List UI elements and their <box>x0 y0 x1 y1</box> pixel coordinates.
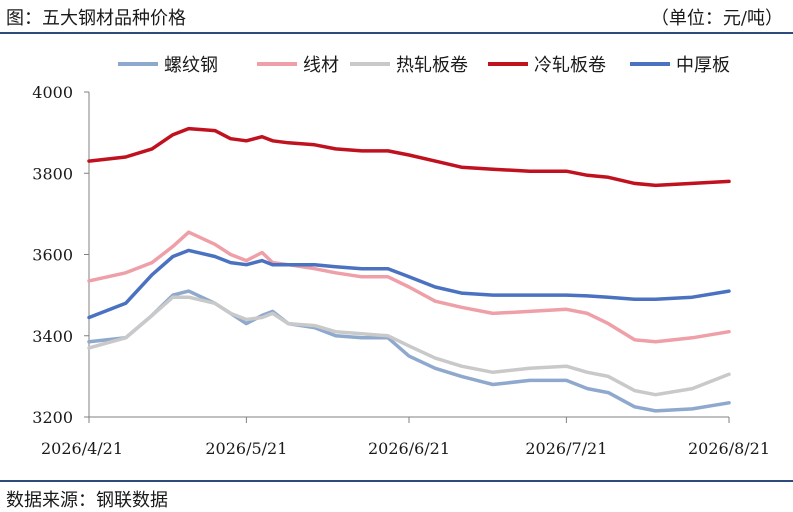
legend-label: 冷轧板卷 <box>534 55 606 76</box>
chart-header: 图：五大钢材品种价格 （单位：元/吨） <box>0 0 793 34</box>
chart-title: 图：五大钢材品种价格 <box>6 8 186 29</box>
y-tick-label: 3800 <box>32 164 73 183</box>
x-tick-label: 2026/5/21 <box>205 439 287 458</box>
y-tick-label: 3400 <box>32 327 73 346</box>
legend-label: 线材 <box>303 55 339 76</box>
x-tick-label: 2026/7/21 <box>525 439 607 458</box>
series-line-热轧板卷 <box>87 295 731 397</box>
series-line-冷轧板卷 <box>87 126 731 188</box>
chart-lines <box>87 126 731 413</box>
x-tick-label: 2026/8/21 <box>688 439 770 458</box>
x-tick-label: 2026/4/21 <box>41 439 123 458</box>
series-line-中厚板 <box>87 248 731 320</box>
legend-label: 中厚板 <box>676 55 730 76</box>
series-line-螺纹钢 <box>87 289 731 413</box>
legend-label: 热轧板卷 <box>396 55 468 76</box>
chart-legend: 螺纹钢 线材 热轧板卷 冷轧板卷 中厚板 <box>118 55 730 76</box>
y-tick-label: 3200 <box>32 408 73 427</box>
y-tick-label: 3600 <box>32 246 73 265</box>
unit-label: （单位：元/吨） <box>650 8 783 29</box>
series-line-线材 <box>87 230 731 344</box>
chart-footer: 数据来源：钢联数据 <box>0 480 793 511</box>
price-line-chart: 螺纹钢 线材 热轧板卷 冷轧板卷 中厚板 3200 3400 3600 3800 4000 202… <box>32 55 770 458</box>
x-tick-label: 2026/6/21 <box>368 439 450 458</box>
legend-label: 螺纹钢 <box>164 55 218 76</box>
data-source: 数据来源：钢联数据 <box>6 490 168 511</box>
y-tick-label: 4000 <box>32 83 73 102</box>
chart-axes: 3200 3400 3600 3800 4000 2026/4/21 2026/5/21 20… <box>32 83 770 458</box>
